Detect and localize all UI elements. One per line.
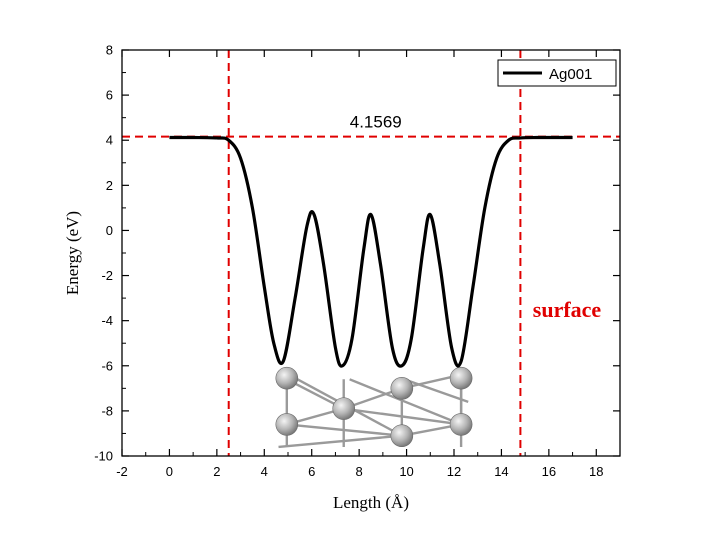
y-tick-label: 4: [106, 133, 113, 148]
x-axis-title: Length (Å): [333, 493, 409, 512]
x-tick-label: 16: [542, 464, 556, 479]
y-tick-label: 6: [106, 88, 113, 103]
atom-bond: [349, 378, 462, 426]
series-line-ag001: [169, 135, 573, 368]
atom: [275, 413, 299, 436]
x-tick-label: 0: [166, 464, 173, 479]
atom: [390, 424, 414, 448]
y-tick-label: -6: [101, 358, 113, 373]
x-tick-label: 4: [261, 464, 268, 479]
atom-bond: [286, 423, 402, 437]
plot-frame: [121, 49, 621, 457]
y-tick-label: 0: [106, 223, 113, 238]
y-tick-label: -2: [101, 268, 113, 283]
y-tick-label: -4: [101, 313, 113, 328]
axis-ticks: -2 0 2 4 6 8 10 12 14 16 18 -10 -8 -6 -4 -2 0 2 4 6 8: [94, 43, 620, 479]
atom: [275, 366, 299, 390]
atom: [332, 397, 356, 420]
atom: [390, 377, 414, 400]
y-axis-title: Energy (eV): [63, 211, 82, 295]
legend: Ag001: [497, 59, 617, 87]
atomic-structure-inset: [275, 366, 473, 449]
atom: [449, 413, 473, 436]
legend-label-ag001: Ag001: [549, 66, 592, 83]
x-tick-label: 8: [356, 464, 363, 479]
y-tick-label: -10: [94, 449, 113, 464]
y-tick-label: 2: [106, 178, 113, 193]
atom-bond: [278, 434, 402, 449]
x-tick-label: -2: [116, 464, 128, 479]
atom-bond: [403, 378, 469, 403]
reference-lines: [122, 50, 620, 456]
surface-annotation: surface: [533, 297, 602, 322]
reference-value-label: 4.1569: [350, 113, 402, 132]
atom: [449, 366, 473, 390]
y-tick-label: 8: [106, 43, 113, 58]
x-tick-label: 18: [589, 464, 603, 479]
y-tick-label: -8: [101, 403, 113, 418]
series-lines: [169, 135, 573, 368]
atom-bond: [343, 407, 462, 426]
x-tick-label: 14: [494, 464, 508, 479]
x-tick-label: 12: [447, 464, 461, 479]
x-tick-label: 10: [399, 464, 413, 479]
x-tick-label: 2: [213, 464, 220, 479]
x-tick-label: 6: [308, 464, 315, 479]
